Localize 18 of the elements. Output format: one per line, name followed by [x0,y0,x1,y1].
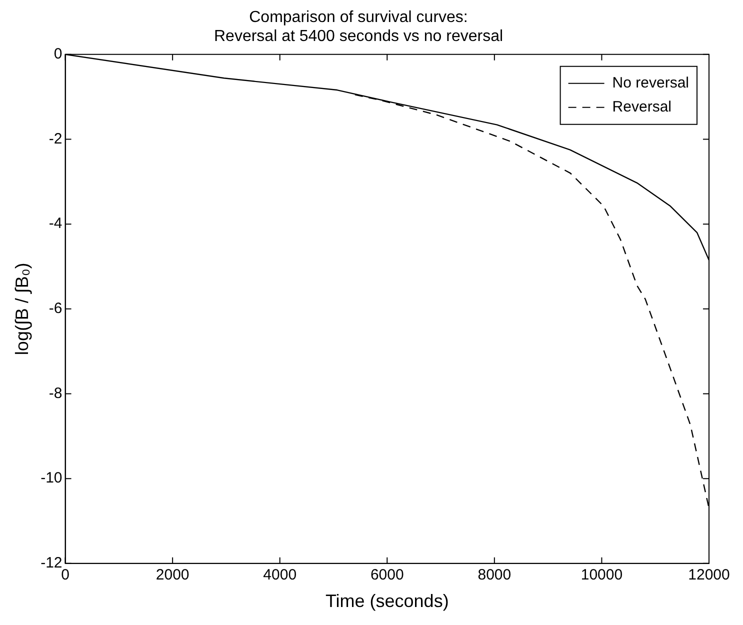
y-tick-label: -4 [48,215,62,232]
x-tick-label: 4000 [263,566,297,584]
legend-label: Reversal [612,98,672,116]
y-tick-label: -8 [48,384,62,402]
y-axis-title: log(∫B / ∫B₀) [12,262,32,356]
y-tick-label: -2 [48,130,62,148]
y-tick-label: 0 [54,46,62,63]
x-tick-label: 8000 [478,566,512,584]
x-tick-label: 12000 [688,566,730,584]
x-axis-title: Time (seconds) [325,591,449,612]
x-tick-label: 10000 [580,566,623,584]
x-tick-label: 2000 [156,566,190,584]
y-tick-label: -6 [48,300,62,318]
y-tick-label: -10 [40,470,62,487]
legend-label: No reversal [612,74,690,92]
x-tick-label: 6000 [370,566,404,584]
chart-title: Comparison of survival curves: Reversal at 5400 seconds vs no reversal [214,9,504,46]
y-tick-label: -12 [40,554,62,572]
